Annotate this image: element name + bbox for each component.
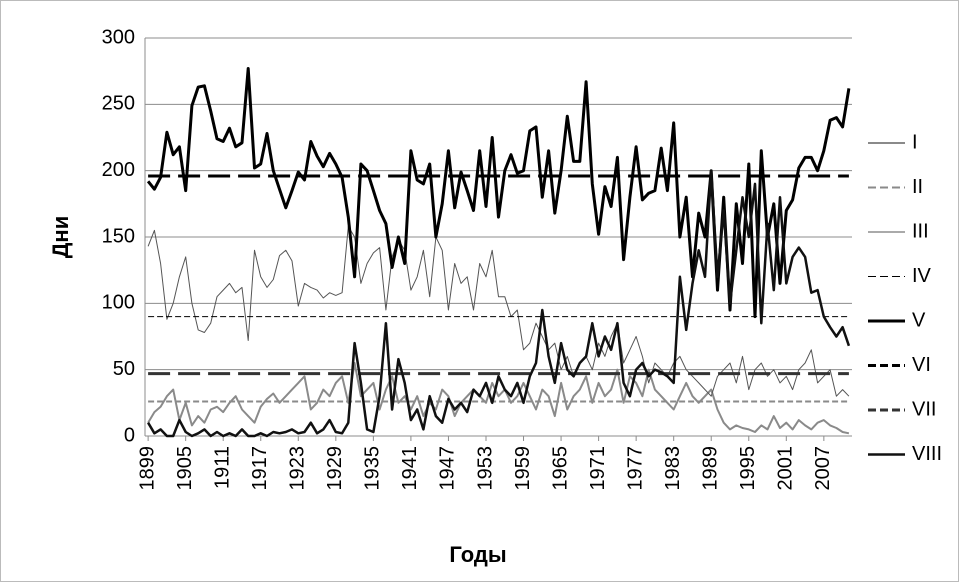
x-axis-title: Годы bbox=[449, 542, 506, 567]
y-tick-label: 100 bbox=[102, 292, 135, 314]
y-tick-label: 300 bbox=[102, 26, 135, 48]
legend-label: IV bbox=[912, 265, 932, 287]
legend-label: VII bbox=[912, 398, 936, 420]
series-line bbox=[147, 225, 850, 397]
legend-label: VIII bbox=[912, 443, 942, 465]
legend-label: III bbox=[912, 220, 929, 242]
x-tick-label: 1941 bbox=[399, 446, 421, 491]
x-tick-label: 2007 bbox=[812, 446, 834, 491]
x-tick-label: 1947 bbox=[437, 446, 459, 491]
x-tick-label: 1935 bbox=[362, 446, 384, 491]
x-tick-label: 1995 bbox=[737, 446, 759, 491]
x-tick-label: 1917 bbox=[249, 446, 271, 491]
x-tick-label: 1923 bbox=[287, 446, 309, 491]
y-tick-label: 50 bbox=[113, 358, 135, 380]
x-tick-label: 2001 bbox=[775, 446, 797, 491]
x-tick-label: 1929 bbox=[324, 446, 346, 491]
y-tick-label: 0 bbox=[124, 424, 135, 446]
x-tick-label: 1899 bbox=[136, 446, 158, 491]
series-line bbox=[147, 362, 850, 435]
x-tick-label: 1953 bbox=[474, 446, 496, 491]
x-tick-label: 1971 bbox=[587, 446, 609, 491]
x-tick-label: 1911 bbox=[211, 446, 233, 489]
y-tick-label: 250 bbox=[102, 93, 135, 115]
legend-label: VI bbox=[912, 354, 931, 376]
x-tick-label: 1983 bbox=[662, 446, 684, 491]
y-tick-label: 200 bbox=[102, 159, 135, 181]
x-tick-label: 1959 bbox=[512, 446, 534, 491]
x-tick-label: 1989 bbox=[700, 446, 722, 491]
legend-label: II bbox=[912, 176, 923, 198]
x-tick-label: 1905 bbox=[174, 446, 196, 491]
y-axis-title: Дни bbox=[48, 216, 73, 259]
x-tick-label: 1965 bbox=[549, 446, 571, 491]
legend-label: V bbox=[912, 309, 926, 331]
y-tick-label: 150 bbox=[102, 225, 135, 247]
series-line bbox=[146, 67, 851, 319]
series-line bbox=[147, 169, 851, 438]
x-tick-label: 1977 bbox=[624, 446, 646, 491]
legend-label: I bbox=[912, 131, 918, 153]
